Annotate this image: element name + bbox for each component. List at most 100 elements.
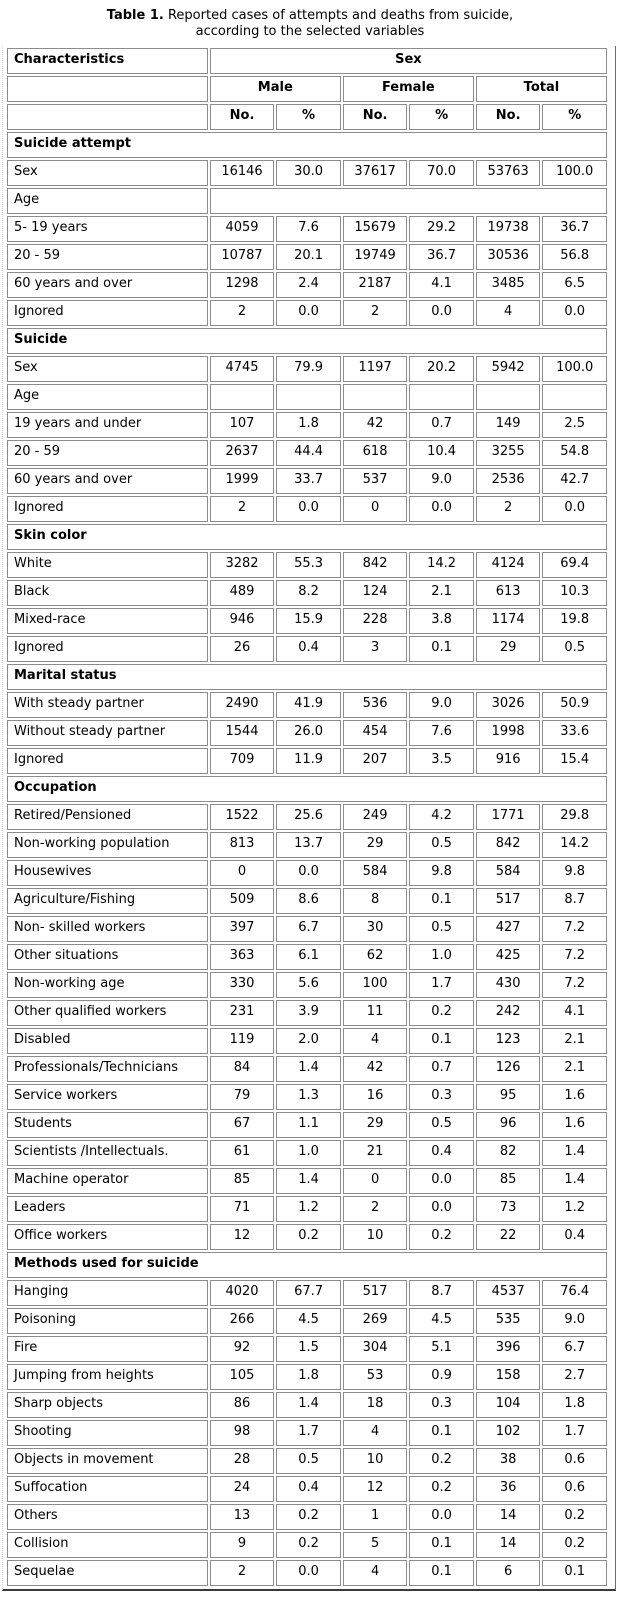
cell-value: 11.9: [276, 747, 341, 774]
table-row: 20 - 59 10787 20.1 19749 36.7 30536 56.8: [7, 243, 607, 270]
cell-value: 20.1: [276, 243, 341, 270]
cell-value: 21: [342, 1139, 408, 1166]
table-row: Professionals/Technicians 84 1.4 42 0.7 126 2.…: [7, 1055, 607, 1082]
cell-value: 0.0: [276, 1559, 341, 1586]
header-male-no: No.: [209, 103, 275, 130]
cell-value: 0.2: [409, 1223, 474, 1250]
cell-value: 0.2: [409, 999, 474, 1026]
table-row: Age: [7, 383, 607, 410]
cell-value: 1.8: [276, 1363, 341, 1390]
cell-value: 0: [209, 859, 275, 886]
row-label: Sex: [7, 355, 208, 382]
cell-value: 67: [209, 1111, 275, 1138]
cell-value: 2: [475, 495, 541, 522]
cell-value: 517: [342, 1279, 408, 1306]
table-row: Suffocation 24 0.4 12 0.2 36 0.6: [7, 1475, 607, 1502]
cell-value: 50.9: [542, 691, 607, 718]
cell-value: 584: [342, 859, 408, 886]
row-label: 19 years and under: [7, 411, 208, 438]
cell-value: 33.7: [276, 467, 341, 494]
cell-value: 9.0: [409, 467, 474, 494]
cell-value: 0.1: [409, 1559, 474, 1586]
empty-cell: [276, 383, 341, 410]
cell-value: 0.5: [409, 831, 474, 858]
cell-value: 100: [342, 971, 408, 998]
cell-value: 149: [475, 411, 541, 438]
header-male-pct: %: [276, 103, 341, 130]
cell-value: 107: [209, 411, 275, 438]
cell-value: 1998: [475, 719, 541, 746]
row-label: Disabled: [7, 1027, 208, 1054]
cell-value: 6.5: [542, 271, 607, 298]
cell-value: 8.7: [542, 887, 607, 914]
cell-value: 454: [342, 719, 408, 746]
row-label: Ignored: [7, 299, 208, 326]
table-row: 20 - 59 2637 44.4 618 10.4 3255 54.8: [7, 439, 607, 466]
cell-value: 36.7: [542, 215, 607, 242]
cell-value: 30: [342, 915, 408, 942]
header-female-no: No.: [342, 103, 408, 130]
cell-value: 53: [342, 1363, 408, 1390]
cell-value: 124: [342, 579, 408, 606]
cell-value: 10: [342, 1223, 408, 1250]
cell-value: 54.8: [542, 439, 607, 466]
cell-value: 6.7: [542, 1335, 607, 1362]
cell-value: 2490: [209, 691, 275, 718]
cell-value: 16146: [209, 159, 275, 186]
cell-value: 0.0: [409, 299, 474, 326]
cell-value: 269: [342, 1307, 408, 1334]
row-label: Leaders: [7, 1195, 208, 1222]
empty-cell: [475, 383, 541, 410]
header-total: Total: [475, 75, 607, 102]
cell-value: 1.4: [542, 1167, 607, 1194]
cell-value: 537: [342, 467, 408, 494]
cell-value: 5.1: [409, 1335, 474, 1362]
cell-value: 119: [209, 1027, 275, 1054]
section-header: Occupation: [7, 775, 607, 802]
cell-value: 29: [475, 635, 541, 662]
table-row: Hanging 4020 67.7 517 8.7 4537 76.4: [7, 1279, 607, 1306]
cell-value: 19.8: [542, 607, 607, 634]
cell-value: 5.6: [276, 971, 341, 998]
cell-value: 0.0: [409, 1195, 474, 1222]
header-sex: Sex: [209, 47, 607, 74]
cell-value: 38: [475, 1447, 541, 1474]
cell-value: 0.1: [542, 1559, 607, 1586]
table-row: Retired/Pensioned 1522 25.6 249 4.2 1771 29.8: [7, 803, 607, 830]
cell-value: 4.1: [542, 999, 607, 1026]
section-header: Marital status: [7, 663, 607, 690]
cell-value: 0.2: [276, 1531, 341, 1558]
empty-cell: [409, 383, 474, 410]
row-label: Non-working age: [7, 971, 208, 998]
cell-value: 0.0: [409, 1503, 474, 1530]
row-label: Housewives: [7, 859, 208, 886]
section-header-row: Methods used for suicide: [7, 1251, 607, 1278]
cell-value: 61: [209, 1139, 275, 1166]
table-row: 5- 19 years 4059 7.6 15679 29.2 19738 36.7: [7, 215, 607, 242]
cell-value: 18: [342, 1391, 408, 1418]
cell-value: 2536: [475, 467, 541, 494]
cell-value: 0.2: [409, 1447, 474, 1474]
cell-value: 2187: [342, 271, 408, 298]
row-label: 60 years and over: [7, 467, 208, 494]
cell-value: 0.3: [409, 1083, 474, 1110]
row-label: Mixed-race: [7, 607, 208, 634]
row-label: Retired/Pensioned: [7, 803, 208, 830]
cell-value: 7.6: [409, 719, 474, 746]
cell-value: 0.9: [409, 1363, 474, 1390]
cell-value: 3485: [475, 271, 541, 298]
table-row: Non-working age 330 5.6 100 1.7 430 7.2: [7, 971, 607, 998]
section-header-row: Suicide: [7, 327, 607, 354]
cell-value: 55.3: [276, 551, 341, 578]
cell-value: 0.4: [409, 1139, 474, 1166]
cell-value: 1544: [209, 719, 275, 746]
table-row: White 3282 55.3 842 14.2 4124 69.4: [7, 551, 607, 578]
header-empty-cell-1: [7, 75, 208, 102]
cell-value: 3282: [209, 551, 275, 578]
cell-value: 1999: [209, 467, 275, 494]
cell-value: 7.2: [542, 971, 607, 998]
cell-value: 13.7: [276, 831, 341, 858]
cell-value: 19738: [475, 215, 541, 242]
cell-value: 0.0: [409, 495, 474, 522]
cell-value: 105: [209, 1363, 275, 1390]
